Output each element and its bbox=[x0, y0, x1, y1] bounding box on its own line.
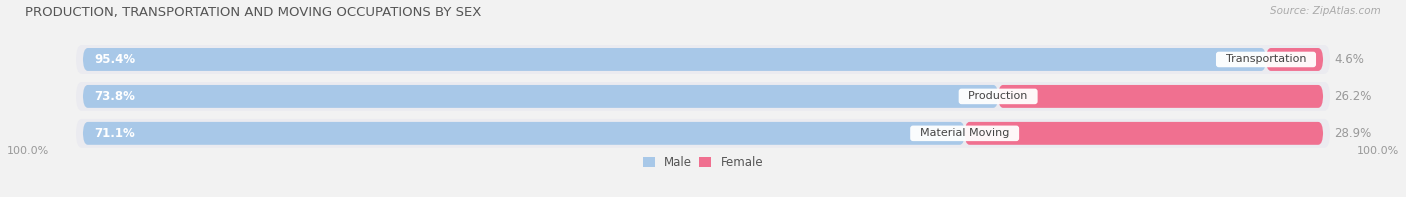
FancyBboxPatch shape bbox=[76, 119, 1330, 148]
Text: 71.1%: 71.1% bbox=[94, 127, 135, 140]
FancyBboxPatch shape bbox=[1265, 48, 1323, 71]
Text: 95.4%: 95.4% bbox=[94, 53, 135, 66]
Text: Production: Production bbox=[962, 91, 1035, 101]
FancyBboxPatch shape bbox=[998, 85, 1323, 108]
Text: 4.6%: 4.6% bbox=[1334, 53, 1364, 66]
Text: 26.2%: 26.2% bbox=[1334, 90, 1371, 103]
Text: 100.0%: 100.0% bbox=[1357, 146, 1399, 156]
FancyBboxPatch shape bbox=[83, 48, 1265, 71]
Text: 28.9%: 28.9% bbox=[1334, 127, 1371, 140]
FancyBboxPatch shape bbox=[76, 82, 1330, 111]
Text: Transportation: Transportation bbox=[1219, 54, 1313, 64]
Text: Source: ZipAtlas.com: Source: ZipAtlas.com bbox=[1270, 6, 1381, 16]
Legend: Male, Female: Male, Female bbox=[638, 151, 768, 174]
FancyBboxPatch shape bbox=[83, 122, 965, 145]
Text: 100.0%: 100.0% bbox=[7, 146, 49, 156]
FancyBboxPatch shape bbox=[965, 122, 1323, 145]
Text: PRODUCTION, TRANSPORTATION AND MOVING OCCUPATIONS BY SEX: PRODUCTION, TRANSPORTATION AND MOVING OC… bbox=[25, 6, 482, 19]
FancyBboxPatch shape bbox=[76, 45, 1330, 74]
FancyBboxPatch shape bbox=[83, 85, 998, 108]
Text: 73.8%: 73.8% bbox=[94, 90, 135, 103]
Text: Material Moving: Material Moving bbox=[912, 128, 1017, 138]
